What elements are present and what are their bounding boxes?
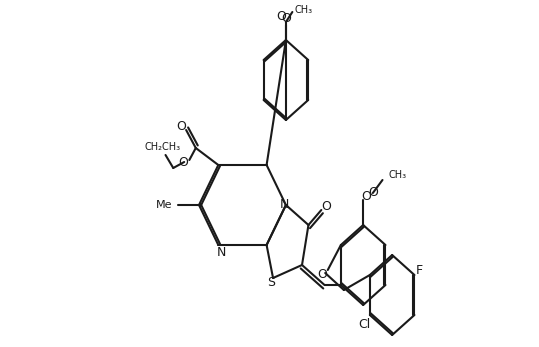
Text: N: N (217, 246, 226, 260)
Text: Cl: Cl (358, 319, 371, 331)
Text: F: F (416, 263, 423, 277)
Text: S: S (267, 277, 275, 289)
Text: O: O (176, 120, 186, 134)
Text: O: O (276, 10, 286, 24)
Text: O: O (178, 155, 188, 169)
Text: O: O (362, 191, 371, 203)
Text: CH₂CH₃: CH₂CH₃ (144, 142, 181, 152)
Text: CH₃: CH₃ (294, 5, 313, 15)
Text: O: O (281, 11, 291, 25)
Text: Me: Me (155, 200, 172, 210)
Text: O: O (368, 186, 378, 200)
Text: O: O (322, 201, 331, 213)
Text: O: O (317, 269, 328, 281)
Text: CH₃: CH₃ (389, 170, 407, 180)
Text: N: N (279, 198, 289, 212)
